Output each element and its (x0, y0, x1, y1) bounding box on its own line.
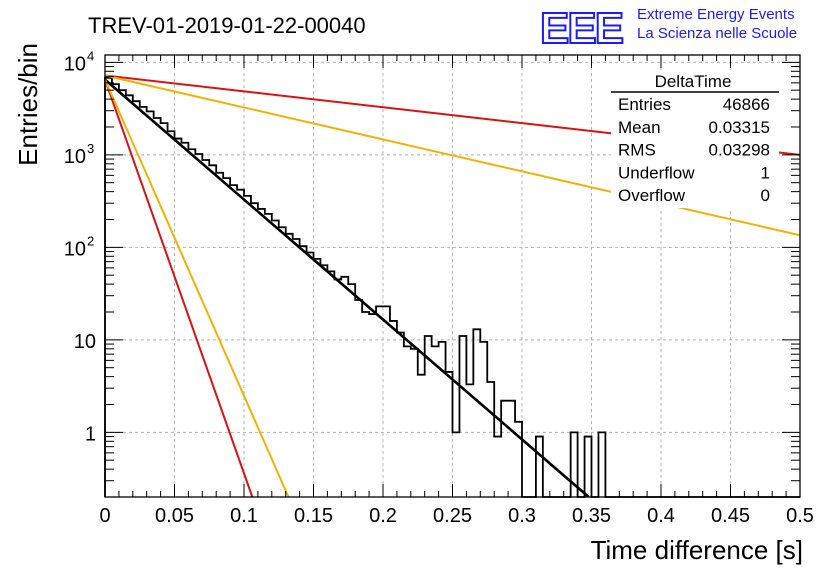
logo-eee: EEE (540, 4, 623, 53)
stats-rows: Entries 46866 Mean 0.03315 RMS 0.03298 Underfl… (618, 95, 770, 205)
stats-label: Underflow (618, 163, 695, 182)
y-axis-title: Entries/bin (13, 43, 43, 166)
x-tick-label: 0.15 (294, 505, 333, 527)
stats-box-frame (611, 72, 779, 208)
x-tick-label: 0 (99, 505, 110, 527)
x-tick-label: 0.5 (786, 505, 814, 527)
stats-box: DeltaTime Entries 46866 Mean 0.03315 RMS 0.03… (611, 72, 779, 208)
grid (105, 55, 800, 497)
stats-title: DeltaTime (655, 72, 732, 91)
stats-label: Mean (618, 118, 661, 137)
axis-ticks (104, 55, 801, 498)
x-tick-label: 0.2 (369, 505, 397, 527)
y-tick-label: 10 (74, 331, 96, 353)
eee-logo: EEE Extreme Energy Events La Scienza nel… (539, 3, 797, 54)
fit-line-2 (105, 79, 254, 497)
stats-label: Entries (618, 95, 671, 114)
x-tick-label: 0.25 (433, 505, 472, 527)
x-tick-label: 0.35 (572, 505, 611, 527)
stats-label: Overflow (618, 186, 686, 205)
x-tick-label: 0.3 (508, 505, 536, 527)
fit-line-5 (105, 74, 800, 237)
x-tick-label: 0.45 (711, 505, 750, 527)
x-tick-label: 0.05 (155, 505, 194, 527)
y-tick-exponent: 2 (87, 233, 94, 248)
fit-line-1 (105, 78, 590, 497)
stats-value: 1 (761, 163, 770, 182)
x-tick-label: 0.4 (647, 505, 675, 527)
stats-value: 0 (761, 186, 770, 205)
y-tick-label: 10 (64, 53, 86, 75)
x-axis-title: Time difference [s] (591, 535, 803, 565)
fit-line-3 (105, 79, 290, 497)
stats-value: 0.03315 (709, 118, 770, 137)
logo-line-1: Extreme Energy Events (637, 6, 795, 23)
stats-label: RMS (618, 141, 656, 160)
stats-value: 0.03298 (709, 141, 770, 160)
y-tick-label: 1 (85, 423, 96, 445)
x-tick-label: 0.1 (230, 505, 258, 527)
y-tick-label: 10 (64, 146, 86, 168)
y-tick-label: 10 (64, 238, 86, 260)
stats-value: 46866 (723, 95, 770, 114)
y-tick-exponent: 4 (87, 48, 94, 63)
y-tick-exponent: 3 (87, 141, 94, 156)
x-tick-labels: 0 0.05 0.1 0.15 0.2 0.25 0.3 0.35 0.4 0.45 0.5 (99, 505, 813, 527)
chart-title: TREV-01-2019-01-22-00040 (88, 13, 366, 38)
logo-line-2: La Scienza nelle Scuole (637, 25, 797, 42)
